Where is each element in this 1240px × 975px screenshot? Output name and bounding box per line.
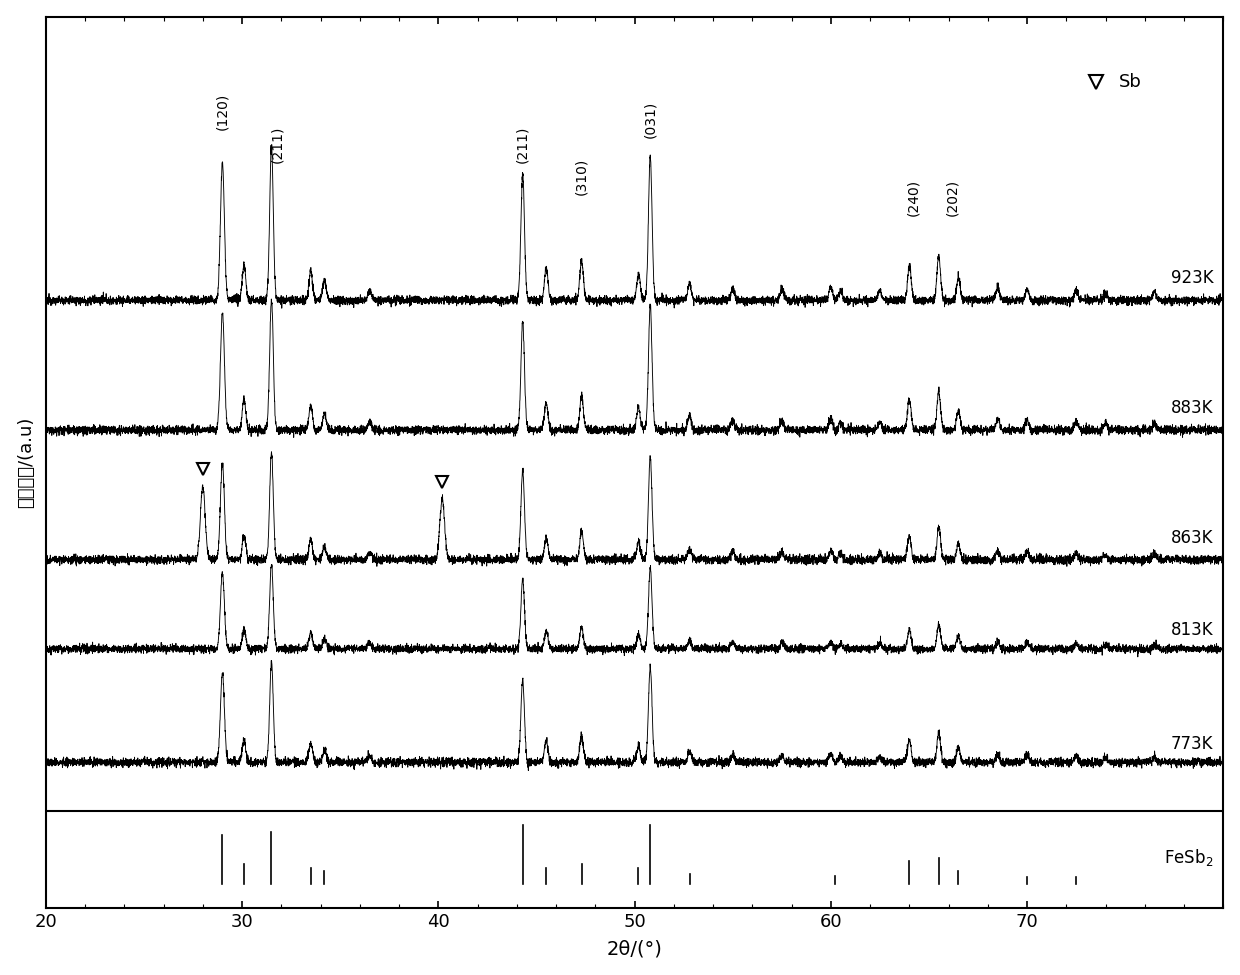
- Text: (310): (310): [574, 158, 589, 195]
- Text: (211): (211): [270, 125, 284, 163]
- Text: FeSb$_2$: FeSb$_2$: [1164, 846, 1214, 868]
- Text: (120): (120): [216, 93, 229, 130]
- Text: 863K: 863K: [1171, 528, 1214, 547]
- Text: (202): (202): [945, 178, 960, 216]
- Text: 923K: 923K: [1171, 269, 1214, 288]
- Text: 813K: 813K: [1171, 621, 1214, 639]
- Text: Sb: Sb: [1120, 72, 1142, 91]
- X-axis label: 2θ/(°): 2θ/(°): [606, 939, 662, 958]
- Text: 773K: 773K: [1171, 734, 1214, 753]
- Y-axis label: 衍射强度/(a.u): 衍射强度/(a.u): [16, 416, 35, 508]
- Text: 883K: 883K: [1171, 399, 1214, 417]
- Text: (211): (211): [516, 125, 529, 163]
- Text: (240): (240): [906, 178, 920, 216]
- Text: (031): (031): [644, 101, 657, 138]
